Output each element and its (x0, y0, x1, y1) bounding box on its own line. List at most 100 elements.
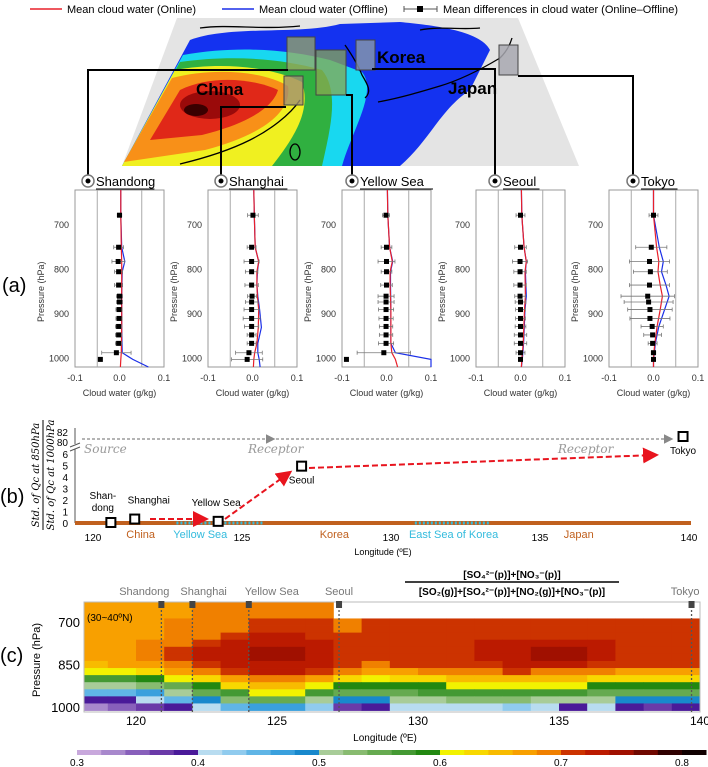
y-tick-label: 1 (62, 508, 68, 519)
heatmap-cell (220, 646, 250, 655)
heatmap-cell (502, 625, 532, 634)
heatmap-cell (220, 696, 250, 704)
diff-point (116, 340, 122, 346)
x-tick-label: 0.1 (692, 373, 705, 383)
station-label: Shandong (119, 586, 169, 598)
colorbar-swatch (633, 750, 659, 755)
x-tick-label: 140 (681, 533, 698, 544)
heatmap-cell (587, 646, 616, 655)
colorbar-swatch (149, 750, 175, 755)
heatmap-cell (474, 682, 503, 690)
y-tick-label: 1000 (49, 354, 69, 364)
heatmap-cell (305, 618, 334, 626)
heatmap-cell (530, 689, 560, 697)
y-axis-label: Pressure (hPa) (36, 261, 46, 322)
y-axis-label: Pressure (hPa) (31, 623, 43, 697)
diff-point (249, 299, 255, 305)
diff-point (249, 323, 255, 329)
heatmap-cell (136, 639, 165, 648)
colorbar-swatch (657, 750, 683, 755)
heatmap-cell (615, 632, 644, 641)
heatmap-cell (615, 703, 644, 711)
x-tick-label: -0.1 (200, 373, 216, 383)
y-tick-label: 800 (187, 265, 202, 275)
heatmap-cell (502, 632, 532, 641)
heatmap-cell (333, 646, 362, 655)
map-label-china: China (196, 80, 244, 99)
y-tick-label: 1000 (583, 354, 603, 364)
heatmap-cell (502, 618, 532, 626)
heatmap-cell (220, 682, 250, 690)
heatmap-cell (333, 653, 362, 662)
heatmap-cell (559, 632, 588, 641)
diff-point (518, 307, 523, 313)
heatmap-cell (164, 618, 193, 626)
heatmap-cell (107, 632, 137, 641)
heatmap-cell (361, 696, 391, 704)
diff-point (116, 307, 122, 313)
station-marker (189, 601, 196, 608)
diff-point (116, 244, 122, 250)
diff-point (518, 340, 523, 346)
diff-point (383, 340, 389, 346)
heatmap-cell (164, 696, 193, 704)
station-label: Seoul (325, 586, 353, 598)
heatmap-cell (446, 646, 475, 655)
heatmap-cell (389, 660, 419, 669)
x-tick-label: -0.1 (468, 373, 484, 383)
station-title: Shandong (96, 174, 155, 189)
heatmap-cell (587, 618, 616, 626)
heatmap-cell (220, 689, 250, 697)
heatmap-cell (136, 602, 165, 619)
heatmap-cell (220, 668, 250, 676)
heatmap-cell (361, 675, 391, 683)
heatmap-cell (643, 639, 673, 648)
colorbar-tick-label: 0.3 (70, 758, 84, 767)
point-label: Shan- (90, 491, 117, 502)
legend-online-label: Mean cloud water (Online) (67, 4, 196, 16)
heatmap-cell (333, 703, 362, 711)
ratio-numerator: [SO₄²⁻(p)]+[NO₃⁻(p)] (463, 570, 560, 581)
y-tick-label: 4 (62, 473, 68, 484)
heatmap-cell (361, 646, 391, 655)
heatmap-cell (305, 696, 334, 704)
x-axis-label: Cloud water (g/kg) (216, 388, 290, 398)
heatmap-cell (615, 618, 644, 626)
heatmap-cell (446, 682, 475, 690)
heatmap-cell (84, 703, 109, 711)
heatmap-cell (305, 682, 334, 690)
heatmap-cell (530, 682, 560, 690)
map: China Korea Japan (87, 18, 634, 176)
heatmap-cell (502, 682, 532, 690)
heatmap-cell (192, 689, 221, 697)
heatmap-cell (502, 689, 532, 697)
heatmap-cell (418, 660, 447, 669)
heatmap-cell (248, 668, 278, 676)
y-tick-label: 800 (321, 265, 336, 275)
heatmap-cell (587, 682, 616, 690)
heatmap-cell (248, 653, 278, 662)
heatmap-cell (474, 675, 503, 683)
x-tick-label: 135 (532, 533, 549, 544)
heatmap-cell (559, 689, 588, 697)
heatmap-cell (671, 632, 701, 641)
heatmap-cell (277, 675, 306, 683)
heatmap-cell (530, 646, 560, 655)
diff-point (651, 212, 656, 218)
heatmap-cell (446, 660, 475, 669)
heatmap-cell (418, 675, 447, 683)
heatmap-cell (192, 675, 221, 683)
diff-point (113, 350, 119, 356)
heatmap-cell (84, 653, 109, 662)
colorbar-swatch (343, 750, 368, 755)
x-axis-label: Cloud water (g/kg) (484, 388, 558, 398)
heatmap-cell (671, 660, 701, 669)
colorbar-swatch (77, 750, 102, 755)
heatmap-cell (248, 618, 278, 626)
heatmap-cell (643, 682, 673, 690)
colorbar-swatch (512, 750, 538, 755)
heatmap-cell (333, 675, 362, 683)
diff-point (517, 293, 523, 299)
colorbar-swatch (222, 750, 247, 755)
heatmap-cell (248, 639, 278, 648)
